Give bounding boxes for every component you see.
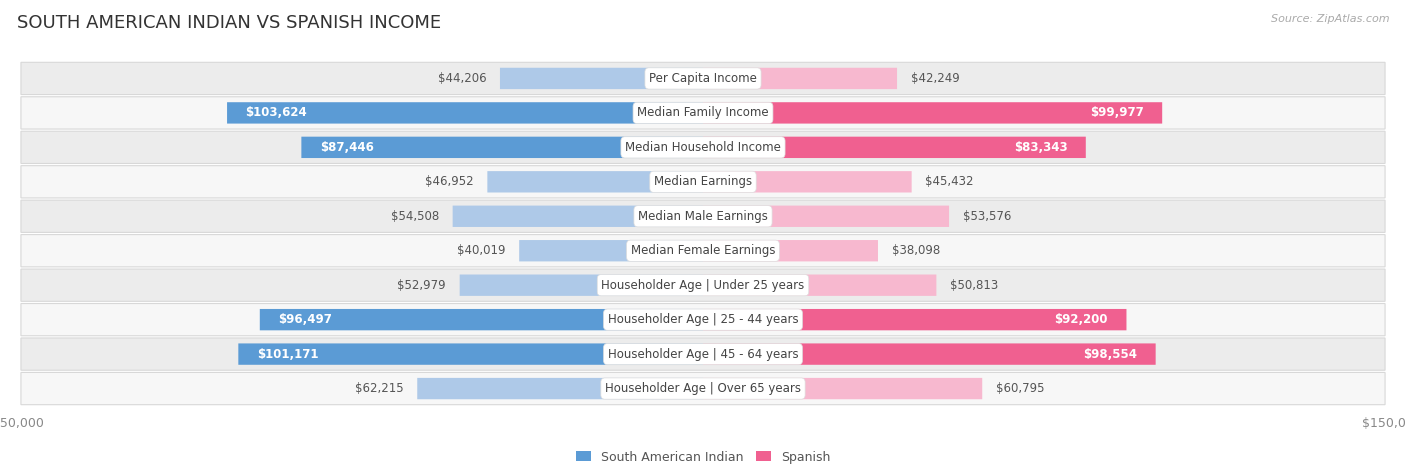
Text: $92,200: $92,200: [1054, 313, 1108, 326]
FancyBboxPatch shape: [703, 309, 1126, 330]
FancyBboxPatch shape: [239, 343, 703, 365]
Text: $54,508: $54,508: [391, 210, 439, 223]
Text: Median Female Earnings: Median Female Earnings: [631, 244, 775, 257]
Text: Householder Age | Under 25 years: Householder Age | Under 25 years: [602, 279, 804, 292]
FancyBboxPatch shape: [460, 275, 703, 296]
Text: Householder Age | 25 - 44 years: Householder Age | 25 - 44 years: [607, 313, 799, 326]
Text: $40,019: $40,019: [457, 244, 505, 257]
Text: $53,576: $53,576: [963, 210, 1011, 223]
FancyBboxPatch shape: [21, 304, 1385, 336]
Text: $60,795: $60,795: [995, 382, 1045, 395]
FancyBboxPatch shape: [488, 171, 703, 192]
Text: Source: ZipAtlas.com: Source: ZipAtlas.com: [1271, 14, 1389, 24]
Text: $42,249: $42,249: [911, 72, 959, 85]
Text: Householder Age | 45 - 64 years: Householder Age | 45 - 64 years: [607, 347, 799, 361]
FancyBboxPatch shape: [703, 275, 936, 296]
FancyBboxPatch shape: [703, 240, 877, 262]
FancyBboxPatch shape: [21, 62, 1385, 94]
FancyBboxPatch shape: [519, 240, 703, 262]
Text: $103,624: $103,624: [246, 106, 307, 120]
FancyBboxPatch shape: [703, 171, 911, 192]
Text: Median Male Earnings: Median Male Earnings: [638, 210, 768, 223]
FancyBboxPatch shape: [703, 68, 897, 89]
Text: $99,977: $99,977: [1090, 106, 1144, 120]
Text: $44,206: $44,206: [437, 72, 486, 85]
Text: $52,979: $52,979: [398, 279, 446, 292]
Text: $96,497: $96,497: [278, 313, 332, 326]
FancyBboxPatch shape: [21, 97, 1385, 129]
FancyBboxPatch shape: [21, 166, 1385, 198]
Text: SOUTH AMERICAN INDIAN VS SPANISH INCOME: SOUTH AMERICAN INDIAN VS SPANISH INCOME: [17, 14, 441, 32]
FancyBboxPatch shape: [21, 234, 1385, 267]
FancyBboxPatch shape: [21, 131, 1385, 163]
FancyBboxPatch shape: [703, 205, 949, 227]
Text: Per Capita Income: Per Capita Income: [650, 72, 756, 85]
Text: Median Family Income: Median Family Income: [637, 106, 769, 120]
FancyBboxPatch shape: [703, 378, 983, 399]
Text: Householder Age | Over 65 years: Householder Age | Over 65 years: [605, 382, 801, 395]
FancyBboxPatch shape: [301, 137, 703, 158]
Text: $38,098: $38,098: [891, 244, 941, 257]
Text: $83,343: $83,343: [1014, 141, 1067, 154]
FancyBboxPatch shape: [501, 68, 703, 89]
Text: $98,554: $98,554: [1083, 347, 1137, 361]
FancyBboxPatch shape: [21, 373, 1385, 405]
Text: Median Earnings: Median Earnings: [654, 175, 752, 188]
Text: $87,446: $87,446: [319, 141, 374, 154]
FancyBboxPatch shape: [703, 343, 1156, 365]
FancyBboxPatch shape: [226, 102, 703, 124]
FancyBboxPatch shape: [703, 102, 1163, 124]
FancyBboxPatch shape: [21, 200, 1385, 233]
FancyBboxPatch shape: [21, 269, 1385, 301]
Text: $45,432: $45,432: [925, 175, 974, 188]
Text: $101,171: $101,171: [257, 347, 318, 361]
FancyBboxPatch shape: [21, 338, 1385, 370]
FancyBboxPatch shape: [418, 378, 703, 399]
Legend: South American Indian, Spanish: South American Indian, Spanish: [571, 446, 835, 467]
Text: $50,813: $50,813: [950, 279, 998, 292]
Text: Median Household Income: Median Household Income: [626, 141, 780, 154]
Text: $46,952: $46,952: [425, 175, 474, 188]
FancyBboxPatch shape: [260, 309, 703, 330]
FancyBboxPatch shape: [703, 137, 1085, 158]
FancyBboxPatch shape: [453, 205, 703, 227]
Text: $62,215: $62,215: [354, 382, 404, 395]
